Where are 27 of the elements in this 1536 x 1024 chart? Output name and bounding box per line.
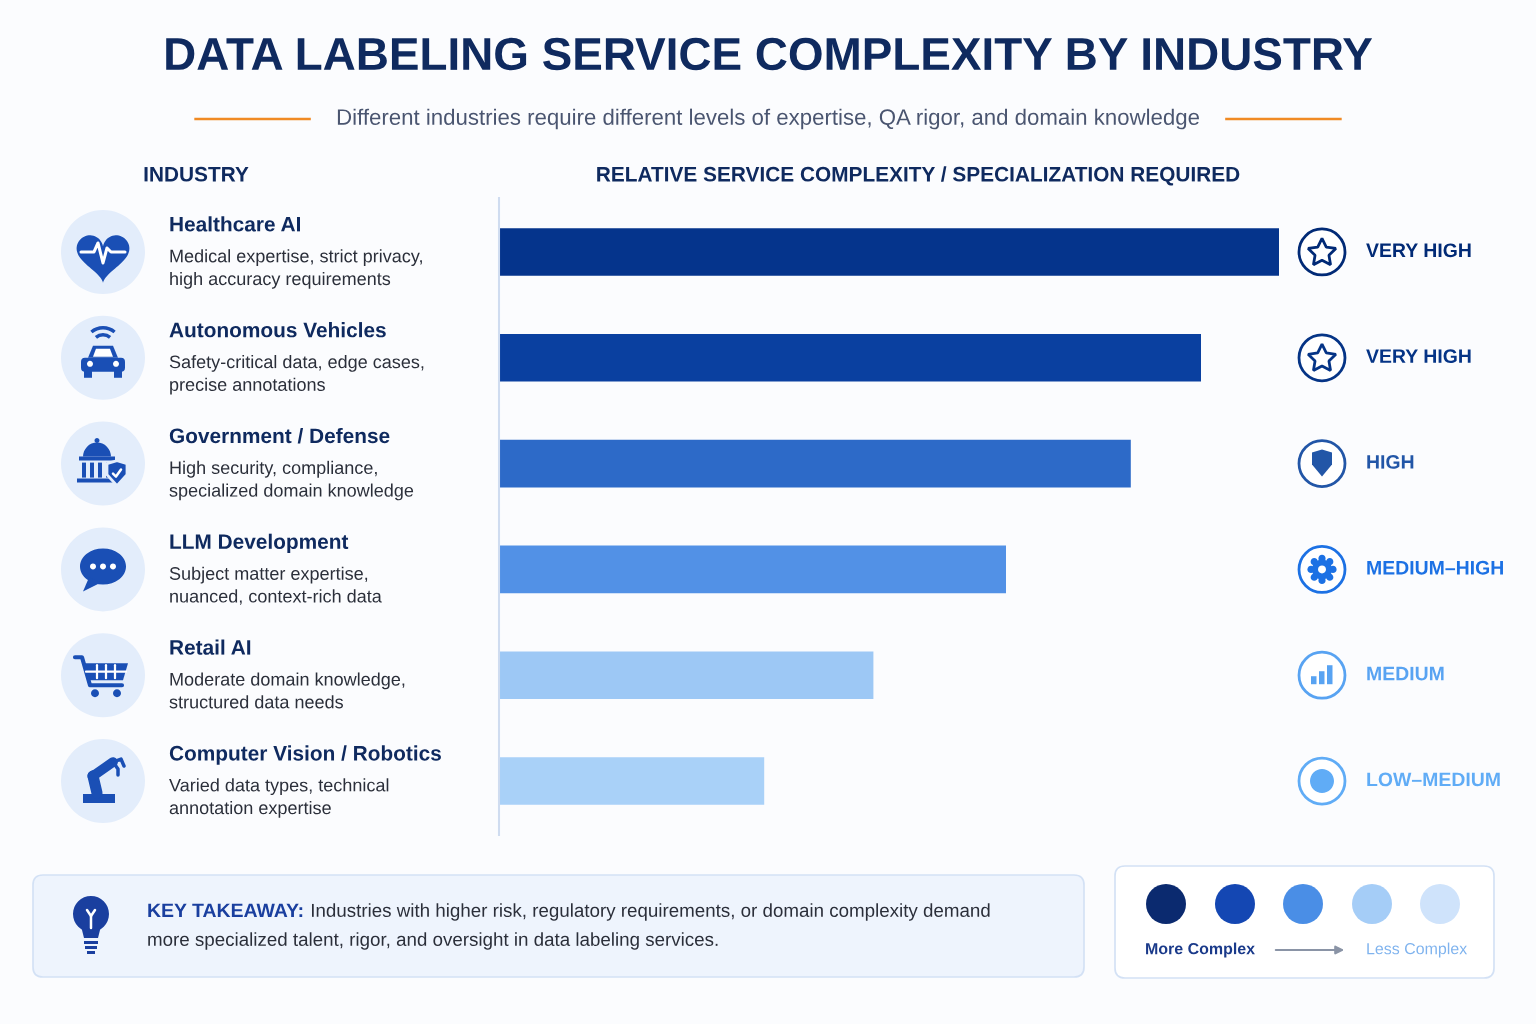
bar [499, 228, 1279, 276]
bar [499, 757, 765, 805]
bar [499, 439, 1131, 488]
text: More Complex [1146, 942, 1255, 958]
text: Industries with higher risk, regulatory requirements, or domain complexity demand [311, 903, 990, 921]
y2-tick-label: MEDIUM–HIGH [1367, 560, 1503, 575]
y2-tick-label: HIGH [1367, 455, 1414, 469]
chart-subtitle: Different industries require different levels of expertise, QA rigor, and domain knowledge [337, 108, 1199, 130]
text: Less Complex [1367, 942, 1468, 958]
y-tick-label: LLM Development Subject matter expertise, nuanced, context-rich data [169, 533, 382, 605]
y-tick-label: Government / Defense High security, compliance, specialized domain knowledge [169, 427, 414, 501]
text: KEY TAKEAWAY: [148, 903, 303, 918]
bar [499, 545, 1006, 594]
y2-tick-label: MEDIUM [1367, 666, 1444, 681]
y-tick-label: Retail AI Moderate domain knowledge, structured data needs [169, 639, 405, 709]
chart-title: DATA LABELING SERVICE COMPLEXITY BY INDUSTRY [166, 37, 1373, 71]
y-tick-label: Healthcare AI Medical expertise, strict privacy, high accuracy requirements [170, 216, 422, 289]
y2-tick-label: VERY HIGH [1366, 243, 1471, 258]
y-axis-title: INDUSTRY [144, 166, 249, 182]
x-axis-title: RELATIVE SERVICE COMPLEXITY / SPECIALIZATION REQUIRED [597, 166, 1240, 186]
y2-tick-label: VERY HIGH [1366, 349, 1471, 363]
bar [499, 333, 1201, 382]
y-tick-label: Computer Vision / Robotics Varied data types, technical annotation expertise [169, 745, 441, 818]
y-tick-label: Autonomous Vehicles Safety-critical data, edge cases, precise annotations [169, 322, 424, 395]
y2-tick-label: LOW–MEDIUM [1367, 772, 1500, 787]
text: more specialized talent, rigor, and oversight in data labeling services. [148, 932, 718, 950]
bar [499, 651, 874, 700]
